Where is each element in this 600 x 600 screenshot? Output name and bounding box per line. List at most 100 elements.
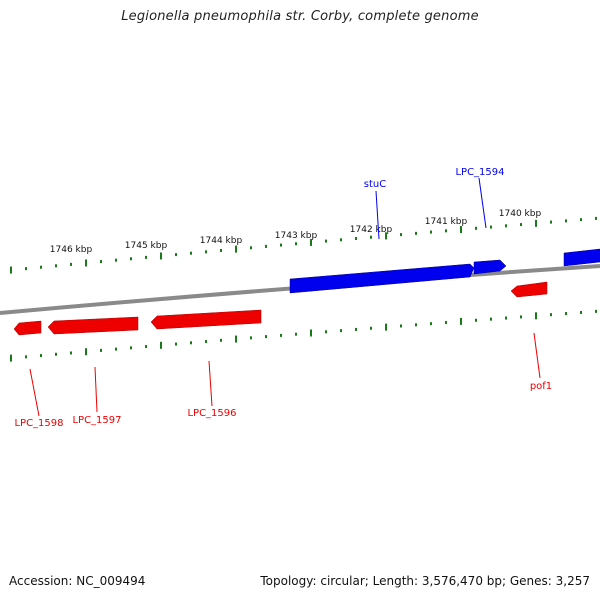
gene-feature-LPC_1594[interactable] [473,259,507,275]
minor-tick [445,229,447,233]
minor-tick [220,338,222,342]
minor-tick [295,242,297,246]
major-tick [310,238,312,246]
minor-tick [220,248,222,252]
gene-label-pof1[interactable]: pof1 [530,381,552,392]
minor-tick [430,322,432,326]
minor-tick [265,244,267,248]
minor-tick [175,253,177,257]
callout-line-pof1 [533,332,541,379]
scale-label: 1743 kbp [275,231,318,241]
major-tick [10,266,12,274]
minor-tick [25,267,27,271]
scale-label: 1746 kbp [50,245,93,255]
minor-tick [70,262,72,266]
major-tick [235,335,237,343]
minor-tick [550,313,552,317]
major-tick [235,245,237,253]
scale-label: 1740 kbp [499,209,542,219]
gene-feature-offscreen[interactable] [563,248,600,267]
minor-tick [490,225,492,229]
major-tick [385,232,387,240]
gene-feature-LPC_1597[interactable] [47,316,139,335]
major-tick [85,348,87,356]
gene-feature-LPC_1598[interactable] [13,320,42,336]
minor-tick [520,315,522,319]
minor-tick [415,323,417,327]
minor-tick [250,246,252,250]
scale-labels: 1746 kbp 1745 kbp 1744 kbp 1743 kbp 1742… [50,209,542,255]
minor-tick [475,226,477,230]
gene-feature-LPC_1596[interactable] [150,309,262,330]
minor-tick [475,318,477,322]
minor-tick [520,223,522,227]
minor-tick [40,265,42,269]
callout-line-stuC [375,190,380,240]
minor-tick [25,355,27,359]
minor-tick [190,341,192,345]
minor-tick [565,312,567,316]
minor-tick [130,346,132,350]
minor-tick [115,258,117,262]
minor-tick [595,216,597,220]
minor-tick [430,230,432,234]
minor-tick [40,354,42,358]
major-tick [85,259,87,267]
scale-ticks-upper [10,216,597,274]
minor-tick [370,235,372,239]
minor-tick [175,342,177,346]
scale-label: 1741 kbp [425,217,468,227]
minor-tick [295,332,297,336]
scale-label: 1745 kbp [125,241,168,251]
minor-tick [505,224,507,228]
minor-tick [190,251,192,255]
page-title: Legionella pneumophila str. Corby, compl… [121,9,479,24]
major-tick [460,226,462,234]
minor-tick [280,333,282,337]
minor-tick [325,239,327,243]
minor-tick [445,321,447,325]
minor-tick [490,317,492,321]
minor-tick [325,330,327,334]
major-tick [385,323,387,331]
scale-ticks-lower [10,309,597,362]
minor-tick [145,255,147,259]
minor-tick [580,310,582,314]
minor-tick [265,335,267,339]
minor-tick [400,324,402,328]
minor-tick [55,264,57,268]
major-tick [160,252,162,260]
gene-label-LPC_1598[interactable]: LPC_1598 [14,418,63,429]
scale-label: 1744 kbp [200,236,243,246]
minor-tick [400,233,402,237]
minor-tick [55,352,57,356]
genome-summary-label: Topology: circular; Length: 3,576,470 bp… [260,574,590,588]
major-tick [10,354,12,362]
minor-tick [145,345,147,349]
minor-tick [100,260,102,264]
scale-label: 1742 kbp [350,225,393,235]
accession-label: Accession: NC_009494 [9,574,146,588]
major-tick [160,341,162,349]
gene-label-LPC_1597[interactable]: LPC_1597 [72,415,121,426]
minor-tick [370,326,372,330]
minor-tick [205,340,207,344]
minor-tick [340,329,342,333]
major-tick [535,219,537,227]
major-tick [460,317,462,325]
minor-tick [580,218,582,222]
gene-label-LPC_1596[interactable]: LPC_1596 [187,408,236,419]
reverse-strand-genes: LPC_1598 LPC_1597 LPC_1596 pof1 [13,281,552,429]
gene-label-LPC_1594[interactable]: LPC_1594 [455,167,504,178]
gene-feature-stuC[interactable] [289,263,475,294]
callout-line-LPC_1596 [208,360,213,407]
minor-tick [565,219,567,223]
minor-tick [505,316,507,320]
minor-tick [340,238,342,242]
minor-tick [355,236,357,240]
callout-line-LPC_1598 [29,368,40,417]
minor-tick [70,351,72,355]
gene-label-stuC[interactable]: stuC [364,179,386,190]
gene-feature-pof1[interactable] [510,281,548,298]
